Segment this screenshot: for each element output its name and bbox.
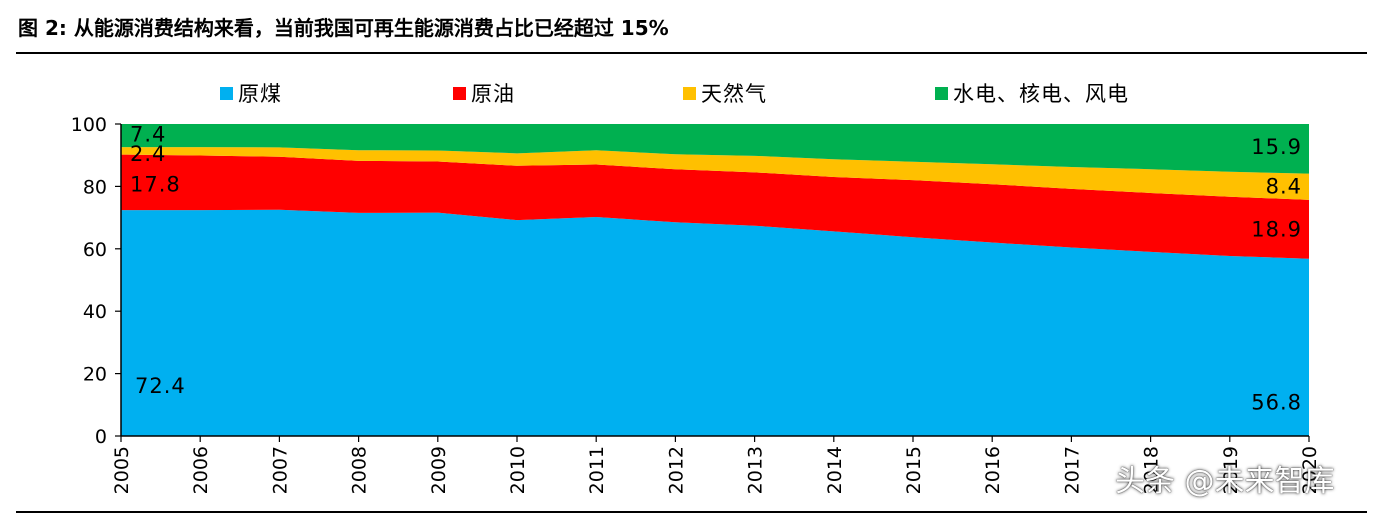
data-label-start: 2.4: [130, 142, 166, 166]
legend-label: 原油: [471, 82, 515, 106]
top-rule: [16, 52, 1367, 54]
x-tick-label: 2008: [349, 446, 371, 494]
area-series-0: [121, 209, 1309, 436]
series-areas: [121, 124, 1309, 436]
data-label-end: 15.9: [1251, 135, 1302, 159]
x-tick-label: 2009: [428, 446, 450, 494]
data-label-start: 7.4: [130, 123, 166, 147]
y-tick-label: 100: [71, 114, 107, 136]
x-tick-label: 2018: [1141, 446, 1163, 494]
legend-swatch: [220, 87, 233, 100]
data-label-end: 18.9: [1251, 217, 1302, 241]
x-tick-label: 2013: [745, 446, 767, 494]
watermark: 头条 @未来智库: [1115, 464, 1335, 499]
legend-swatch: [453, 87, 466, 100]
x-tick-label: 2010: [507, 446, 529, 494]
data-label-start: 72.4: [135, 374, 186, 398]
x-tick-label: 2011: [586, 446, 608, 494]
x-tick-label: 2007: [269, 446, 291, 494]
x-tick-label: 2006: [190, 446, 212, 494]
legend-label: 水电、核电、风电: [953, 82, 1129, 106]
y-tick-label: 80: [83, 176, 107, 198]
y-axis: 0 20 40 60 80 100: [71, 114, 122, 448]
x-tick-label: 2014: [824, 446, 846, 494]
y-tick-label: 60: [83, 239, 107, 261]
area-series-3: [121, 124, 1309, 174]
area-series-1: [121, 154, 1309, 259]
x-tick-label: 2015: [903, 446, 925, 494]
x-tick-label: 2012: [665, 446, 687, 494]
data-labels: 72.4 17.8 2.47.4 56.8 18.9 8.4 15.9: [130, 123, 1302, 415]
data-label-end: 56.8: [1251, 390, 1302, 414]
legend-swatch: [935, 87, 948, 100]
y-tick-label: 0: [95, 426, 107, 448]
x-tick-label: 2020: [1299, 446, 1321, 494]
x-axis: 2005 2006 2007 2008 2009 2010 2011 2012 2013 2014…: [111, 435, 1321, 494]
figure-title-row: 图 2: 从能源消费结构来看，当前我国可再生能源消费占比已经超过 15%: [18, 10, 1365, 46]
data-label-end: 8.4: [1266, 175, 1302, 199]
x-tick-label: 2017: [1061, 446, 1083, 494]
bottom-rule: [16, 511, 1367, 513]
area-series-2: [121, 147, 1309, 200]
legend: 原煤 原油 天然气 水电、核电、风电: [220, 82, 1129, 106]
y-tick-label: 20: [83, 364, 107, 386]
figure-title: 图 2: 从能源消费结构来看，当前我国可再生能源消费占比已经超过 15%: [18, 16, 669, 40]
y-tick-label: 40: [83, 301, 107, 323]
x-tick-label: 2019: [1220, 446, 1242, 494]
legend-label: 天然气: [701, 82, 767, 106]
data-label-start: 17.8: [130, 172, 181, 196]
x-tick-label: 2016: [982, 446, 1004, 494]
legend-label: 原煤: [238, 82, 282, 106]
x-tick-label: 2005: [111, 446, 133, 494]
legend-swatch: [683, 87, 696, 100]
